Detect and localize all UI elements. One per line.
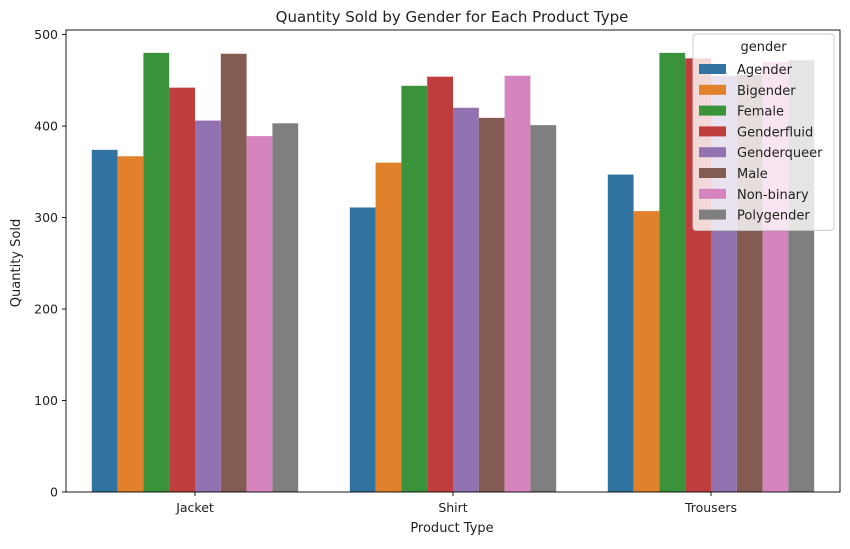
legend-swatch <box>699 105 726 116</box>
legend-label: Male <box>737 167 768 182</box>
legend-label: Non-binary <box>737 188 809 203</box>
bar-agender-jacket <box>91 149 118 492</box>
chart-title: Quantity Sold by Gender for Each Product… <box>276 8 629 26</box>
bar-polygender-jacket <box>272 123 299 492</box>
bar-genderfluid-shirt <box>427 76 453 492</box>
bar-polygender-shirt <box>530 125 557 492</box>
y-tick-label: 200 <box>34 302 58 317</box>
bar-agender-shirt <box>349 207 376 493</box>
bar-bigender-trousers <box>633 211 660 492</box>
x-tick-label: Jacket <box>175 500 214 515</box>
legend-swatch <box>699 126 726 137</box>
bar-genderfluid-jacket <box>169 87 195 492</box>
bar-agender-trousers <box>607 174 634 493</box>
x-axis-label: Product Type <box>410 521 493 536</box>
bar-genderqueer-shirt <box>453 107 479 492</box>
legend-swatch <box>699 84 726 95</box>
legend-swatch <box>699 147 726 158</box>
legend: gender Agender Bigender Female Genderfluid Ge… <box>692 33 835 231</box>
legend-swatch <box>699 168 726 178</box>
bar-non-binary-shirt <box>504 75 531 493</box>
axes-layer: 0 100 200 300 400 500 Jacket Shirt Trousers <box>34 27 841 515</box>
legend-label: Polygender <box>737 209 810 224</box>
bar-bigender-jacket <box>117 156 144 492</box>
x-tick-label: Trousers <box>684 500 737 515</box>
bar-female-trousers <box>659 52 686 493</box>
x-tick-label: Shirt <box>438 500 467 515</box>
bar-female-shirt <box>401 85 428 492</box>
legend-swatch <box>699 64 726 74</box>
bar-genderqueer-jacket <box>195 120 221 492</box>
legend-label: Bigender <box>737 84 796 99</box>
bar-non-binary-jacket <box>246 136 273 492</box>
bar-bigender-shirt <box>375 162 402 492</box>
legend-box <box>692 33 835 231</box>
bar-male-shirt <box>478 117 505 492</box>
y-tick-label: 500 <box>34 27 58 42</box>
y-tick-label: 300 <box>34 210 58 225</box>
legend-swatch <box>699 188 726 199</box>
legend-label: Genderfluid <box>737 125 813 140</box>
y-tick-label: 400 <box>34 119 58 134</box>
legend-label: Genderqueer <box>737 146 823 161</box>
legend-title: gender <box>740 40 787 55</box>
y-tick-label: 0 <box>50 485 58 500</box>
legend-label: Agender <box>737 63 793 78</box>
legend-swatch <box>699 209 726 220</box>
y-axis-label: Quantity Sold <box>9 219 24 307</box>
y-tick-label: 100 <box>34 393 58 408</box>
bar-female-jacket <box>143 52 170 493</box>
legend-label: Female <box>737 105 784 120</box>
bar-male-jacket <box>220 53 247 492</box>
